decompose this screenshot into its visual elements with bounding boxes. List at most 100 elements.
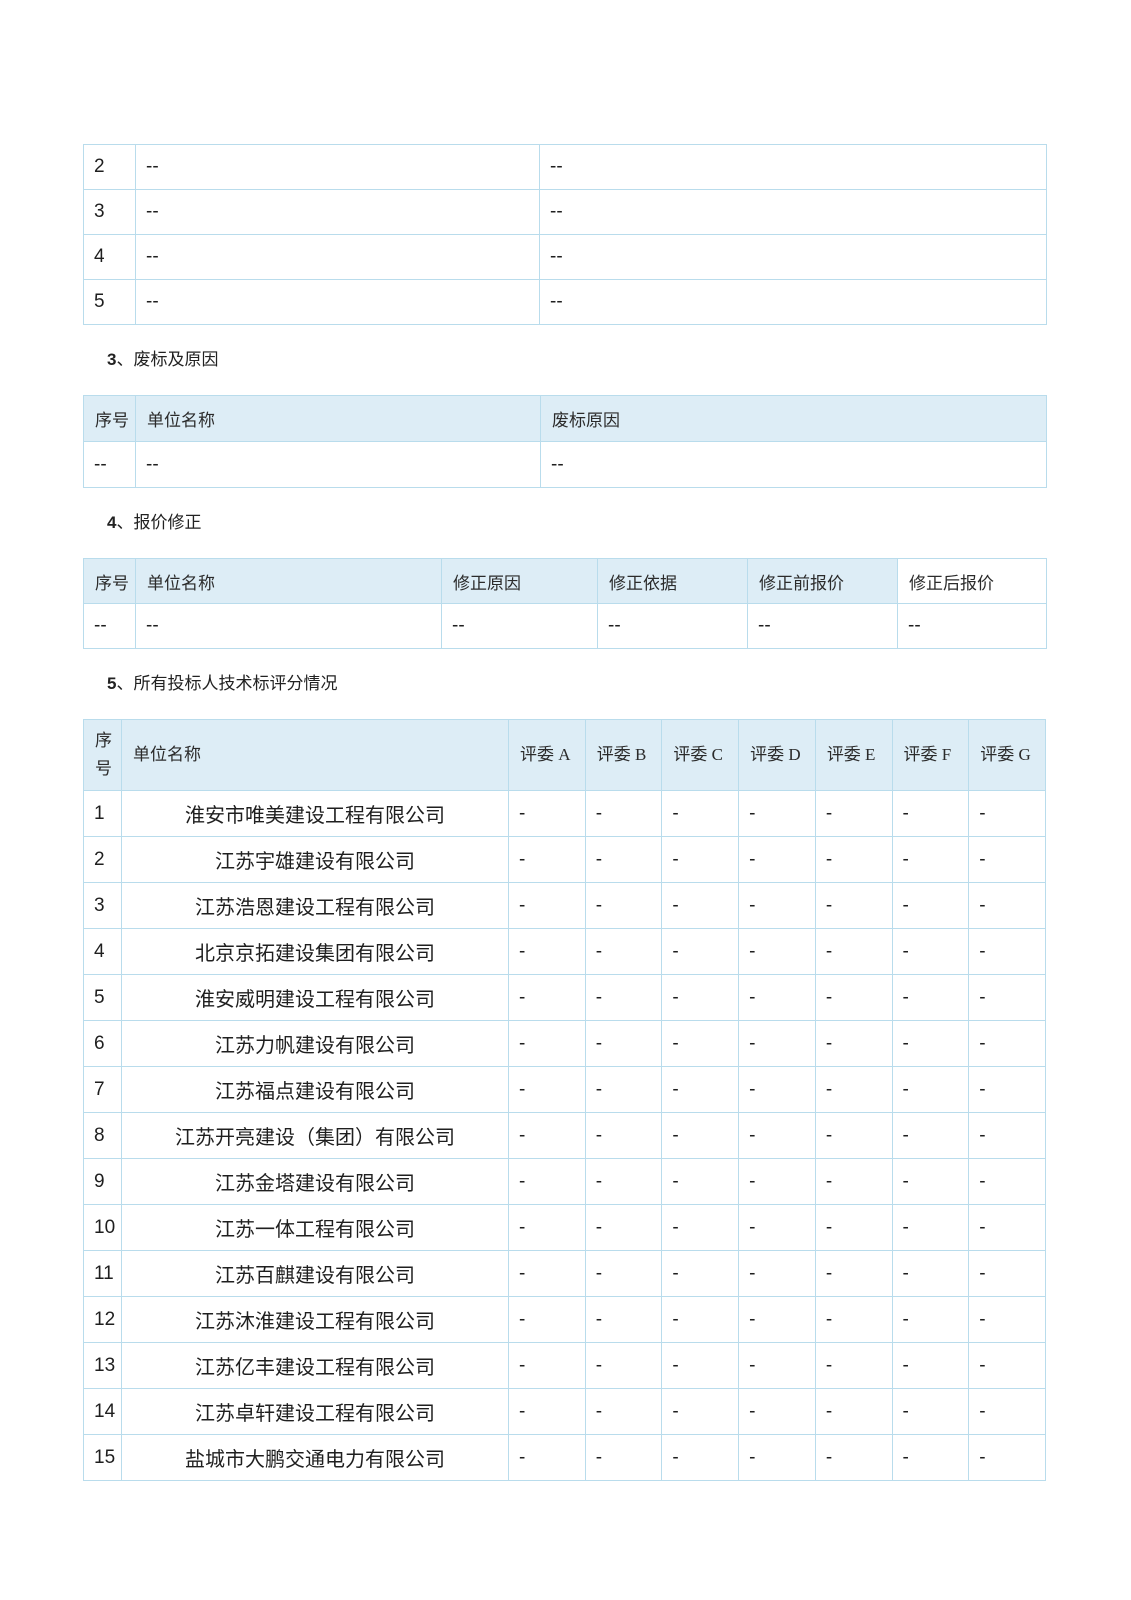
row-number-cell: 9 [83, 1158, 122, 1205]
bidder-row: 11 江苏百麒建设有限公司 - - - - - - - [83, 1250, 1046, 1297]
score-cell-judge-g: - [968, 1434, 1046, 1481]
score-cell-judge-b: - [584, 928, 663, 975]
row-number-cell: 2 [83, 836, 122, 883]
header-judge-e: 评委 E [814, 719, 893, 791]
score-cell-judge-c: - [661, 1204, 740, 1251]
row-number-cell: -- [83, 441, 136, 488]
score-cell-judge-g: - [968, 1342, 1046, 1389]
score-cell-judge-e: - [814, 1112, 893, 1159]
header-judge-a: 评委 A [508, 719, 586, 791]
reject-reason-cell: -- [540, 441, 1047, 488]
score-cell-judge-a: - [508, 1204, 586, 1251]
header-judge-d: 评委 D [738, 719, 816, 791]
row-number-cell: 7 [83, 1066, 122, 1113]
unit-name-cell: -- [135, 234, 540, 280]
score-cell-judge-f: - [891, 928, 970, 975]
row-number-cell: 3 [83, 882, 122, 929]
score-cell-judge-f: - [891, 1204, 970, 1251]
score-cell-judge-a: - [508, 1158, 586, 1205]
score-cell-judge-c: - [661, 1112, 740, 1159]
score-cell-judge-g: - [968, 836, 1046, 883]
table-row: -- -- -- [83, 441, 1047, 488]
bidder-row: 8 江苏开亮建设（集团）有限公司 - - - - - - - [83, 1112, 1046, 1159]
header-judge-b: 评委 B [584, 719, 663, 791]
score-cell-judge-d: - [738, 1342, 816, 1389]
header-unit-name: 单位名称 [135, 395, 541, 442]
row-number-cell: 4 [83, 928, 122, 975]
value-cell: -- [539, 189, 1047, 235]
score-cell-judge-a: - [508, 882, 586, 929]
row-number-cell: 6 [83, 1020, 122, 1067]
bidder-row: 12 江苏沐淮建设工程有限公司 - - - - - - - [83, 1296, 1046, 1343]
correction-basis-cell: -- [597, 603, 748, 649]
score-cell-judge-g: - [968, 1112, 1046, 1159]
score-cell-judge-c: - [661, 1250, 740, 1297]
header-unit-name: 单位名称 [135, 558, 442, 604]
header-serial: 序号 [83, 558, 136, 604]
company-name-cell: 淮安市唯美建设工程有限公司 [121, 790, 509, 837]
score-cell-judge-d: - [738, 1388, 816, 1435]
score-cell-judge-g: - [968, 1204, 1046, 1251]
bidder-row: 13 江苏亿丰建设工程有限公司 - - - - - - - [83, 1342, 1046, 1389]
score-cell-judge-a: - [508, 1066, 586, 1113]
company-name-cell: 江苏亿丰建设工程有限公司 [121, 1342, 509, 1389]
row-number-cell: 10 [83, 1204, 122, 1251]
bidder-row: 7 江苏福点建设有限公司 - - - - - - - [83, 1066, 1046, 1113]
header-serial: 序号 [83, 719, 122, 791]
score-cell-judge-f: - [891, 1434, 970, 1481]
row-number-cell: 15 [83, 1434, 122, 1481]
rejected-bids-table: 序号 单位名称 废标原因 -- -- -- [83, 395, 1047, 488]
score-cell-judge-b: - [584, 1296, 663, 1343]
score-cell-judge-g: - [968, 1020, 1046, 1067]
row-number-cell: -- [83, 603, 136, 649]
unit-name-cell: -- [135, 441, 541, 488]
header-unit-name: 单位名称 [121, 719, 509, 791]
score-cell-judge-b: - [584, 1342, 663, 1389]
score-cell-judge-f: - [891, 1250, 970, 1297]
section-separator: 、 [116, 513, 134, 532]
score-cell-judge-a: - [508, 1388, 586, 1435]
score-cell-judge-a: - [508, 1020, 586, 1067]
company-name-cell: 江苏百麒建设有限公司 [121, 1250, 509, 1297]
header-judge-f: 评委 F [891, 719, 970, 791]
bidder-row: 15 盐城市大鹏交通电力有限公司 - - - - - - - [83, 1434, 1046, 1481]
row-number-cell: 3 [83, 189, 136, 235]
score-cell-judge-b: - [584, 790, 663, 837]
row-number-cell: 2 [83, 144, 136, 190]
score-cell-judge-b: - [584, 1066, 663, 1113]
technical-score-table: 序号 单位名称 评委 A 评委 B 评委 C 评委 D 评委 E 评委 F 评委… [83, 719, 1046, 1481]
company-name-cell: 江苏卓轩建设工程有限公司 [121, 1388, 509, 1435]
score-cell-judge-c: - [661, 1020, 740, 1067]
score-cell-judge-d: - [738, 928, 816, 975]
score-cell-judge-c: - [661, 790, 740, 837]
score-cell-judge-b: - [584, 1388, 663, 1435]
score-cell-judge-e: - [814, 790, 893, 837]
row-number-cell: 1 [83, 790, 122, 837]
score-cell-judge-d: - [738, 882, 816, 929]
bidder-row: 1 淮安市唯美建设工程有限公司 - - - - - - - [83, 790, 1046, 837]
unit-name-cell: -- [135, 603, 442, 649]
value-cell: -- [539, 279, 1047, 325]
score-cell-judge-g: - [968, 1296, 1046, 1343]
score-cell-judge-c: - [661, 1296, 740, 1343]
header-price-before: 修正前报价 [747, 558, 898, 604]
score-cell-judge-b: - [584, 882, 663, 929]
company-name-cell: 江苏福点建设有限公司 [121, 1066, 509, 1113]
section-number: 3 [107, 350, 117, 369]
company-name-cell: 盐城市大鹏交通电力有限公司 [121, 1434, 509, 1481]
table-row: -- -- -- -- -- -- [83, 603, 1047, 649]
bidder-row: 4 北京京拓建设集团有限公司 - - - - - - - [83, 928, 1046, 975]
score-cell-judge-e: - [814, 1388, 893, 1435]
score-cell-judge-e: - [814, 1250, 893, 1297]
company-name-cell: 江苏金塔建设有限公司 [121, 1158, 509, 1205]
score-cell-judge-f: - [891, 974, 970, 1021]
score-cell-judge-g: - [968, 974, 1046, 1021]
score-cell-judge-g: - [968, 1388, 1046, 1435]
correction-reason-cell: -- [441, 603, 598, 649]
unit-name-cell: -- [135, 189, 540, 235]
score-cell-judge-f: - [891, 836, 970, 883]
table-header-row: 序号 单位名称 评委 A 评委 B 评委 C 评委 D 评委 E 评委 F 评委… [83, 719, 1046, 791]
score-cell-judge-a: - [508, 1112, 586, 1159]
header-serial: 序号 [83, 395, 136, 442]
score-cell-judge-a: - [508, 1342, 586, 1389]
